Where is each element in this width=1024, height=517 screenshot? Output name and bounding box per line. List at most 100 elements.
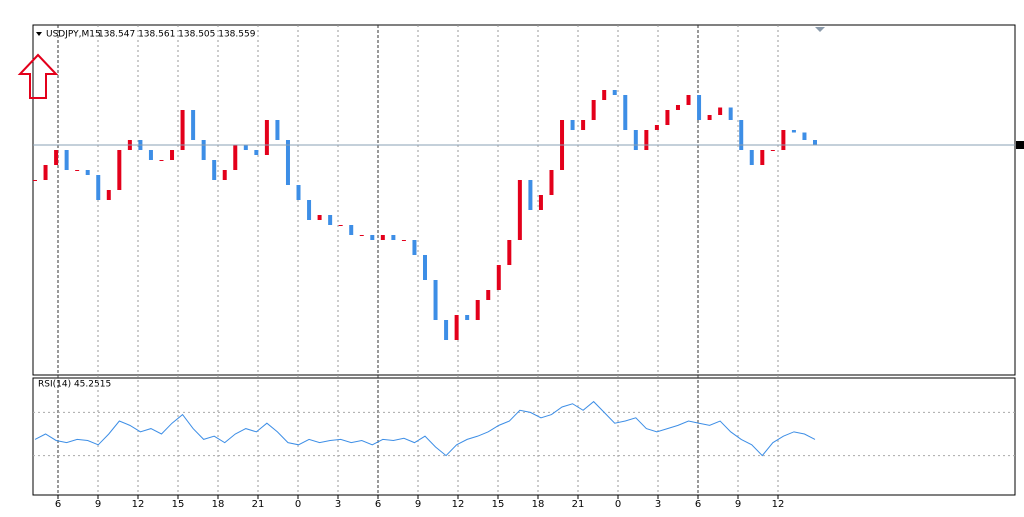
candle [549,170,554,195]
rsi-label: RSI(14) 45.2515 [38,380,111,390]
rsi-line [34,400,816,457]
candle [654,125,659,130]
candle [517,180,522,240]
candle [728,107,733,120]
candle [802,132,807,140]
candle [243,145,248,150]
candle [233,145,238,170]
candle [581,120,586,130]
x-tick-label: 9 [735,499,741,510]
candle [623,95,628,130]
candle [285,140,290,185]
candle [317,215,322,220]
rsi-panel [32,377,1016,496]
candle [749,150,754,165]
candle [64,150,69,170]
candle [528,180,533,210]
candle [159,160,164,161]
candle [338,225,343,226]
ohlc: 138.547 138.561 138.505 138.559 [98,30,256,40]
candle [148,150,153,160]
candle [401,240,406,241]
candle [391,235,396,240]
symbol: USDJPY,M15 [46,30,101,40]
candle [570,120,575,130]
up-arrow-icon [17,53,59,99]
candle [454,315,459,340]
candle [180,110,185,150]
candle [444,320,449,340]
candle [96,175,101,200]
candle [254,150,259,155]
candle [644,130,649,150]
x-tick-label: 6 [375,499,381,510]
candle [106,190,111,200]
candle [496,265,501,290]
candle [760,150,765,165]
candle [465,315,470,320]
x-tick-label: 12 [452,499,465,510]
x-tick-label: 6 [55,499,61,510]
x-tick-label: 9 [95,499,101,510]
price-tag [1016,141,1024,149]
x-tick-label: 12 [132,499,145,510]
candle [813,140,817,145]
candle [191,110,196,140]
candle [275,120,280,140]
shift-marker[interactable] [815,27,825,32]
candle [612,90,617,95]
x-tick-label: 15 [172,499,185,510]
x-tick-label: 18 [212,499,225,510]
candle [697,95,702,120]
candle [591,100,596,120]
candle [75,170,80,171]
candle [781,130,786,150]
candle [675,105,680,110]
candle [412,240,417,255]
candle [43,165,48,180]
candle [707,115,712,120]
x-tick-label: 18 [532,499,545,510]
x-tick-label: 0 [615,499,621,510]
candle [423,255,427,280]
candle [538,195,543,210]
symbol-menu[interactable] [36,32,42,36]
candle [433,280,438,320]
candle [85,170,90,175]
candle [117,150,122,190]
candle [718,107,723,115]
main-panel [32,24,1016,376]
candle [770,150,775,151]
x-tick-label: 21 [252,499,265,510]
x-tick-label: 9 [415,499,421,510]
candle [33,180,37,181]
candle [201,140,206,160]
candle [170,150,175,160]
candle [359,235,364,236]
candle [486,290,491,300]
candle [212,160,217,180]
candle [633,130,638,150]
x-tick-label: 15 [492,499,505,510]
candle [739,120,744,150]
candle [296,185,301,200]
candle [328,215,333,225]
candle [370,235,375,240]
candle [222,170,227,180]
candle [349,225,354,235]
candle [307,200,312,220]
candle [475,300,480,320]
candle [791,130,796,133]
candle [602,90,607,100]
candle [686,95,691,105]
candle [264,120,269,155]
x-tick-label: 3 [335,499,341,510]
candle [665,110,670,125]
x-tick-label: 0 [295,499,301,510]
x-tick-label: 12 [772,499,785,510]
x-tick-label: 21 [572,499,585,510]
x-tick-label: 6 [695,499,701,510]
candle [507,240,512,265]
candle [54,150,59,165]
